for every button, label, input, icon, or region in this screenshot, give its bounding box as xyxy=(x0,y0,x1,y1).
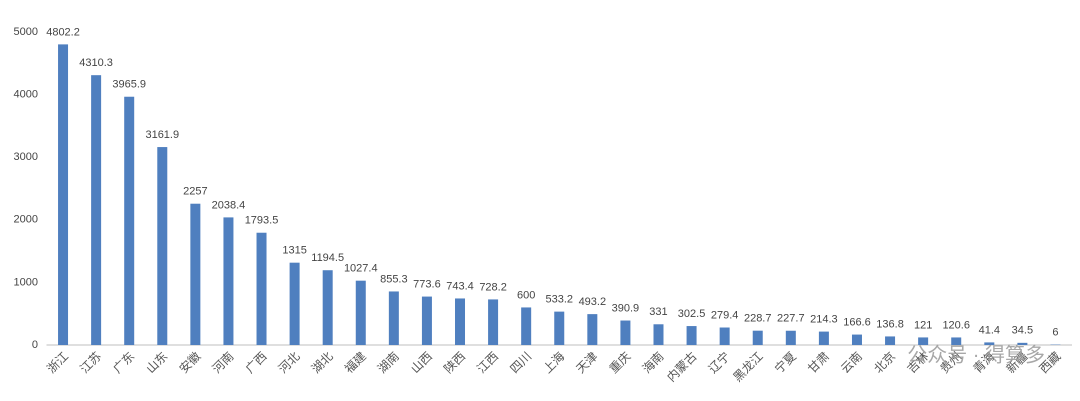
data-label: 34.5 xyxy=(1012,325,1033,337)
data-label: 6 xyxy=(1052,327,1058,339)
data-label: 600 xyxy=(517,289,535,301)
bar xyxy=(554,311,565,345)
data-label: 390.9 xyxy=(612,302,640,314)
data-label: 4802.2 xyxy=(46,26,80,38)
bar xyxy=(885,336,896,345)
data-label: 743.4 xyxy=(446,280,474,292)
data-label: 773.6 xyxy=(413,278,441,290)
bar xyxy=(388,291,399,345)
bar xyxy=(719,327,730,345)
bar xyxy=(256,232,267,345)
y-tick-label: 1000 xyxy=(14,276,38,288)
bar xyxy=(157,147,168,345)
data-label: 2038.4 xyxy=(212,199,246,211)
data-label: 4310.3 xyxy=(79,57,113,69)
data-label: 1315 xyxy=(282,245,306,257)
bar xyxy=(951,337,962,345)
bar xyxy=(752,330,763,345)
data-label: 166.6 xyxy=(843,316,871,328)
data-label: 121 xyxy=(914,319,932,331)
bar xyxy=(785,330,796,345)
data-label: 279.4 xyxy=(711,309,739,321)
data-label: 214.3 xyxy=(810,313,838,325)
bar xyxy=(124,96,135,346)
bar xyxy=(851,334,862,345)
bar xyxy=(587,314,598,345)
data-label: 533.2 xyxy=(545,294,573,306)
y-tick-label: 4000 xyxy=(14,89,38,101)
data-label: 1027.4 xyxy=(344,263,378,275)
bar xyxy=(521,307,532,345)
bar xyxy=(58,44,69,346)
bar xyxy=(190,203,201,345)
y-tick-label: 2000 xyxy=(14,214,38,226)
data-label: 3965.9 xyxy=(112,79,146,91)
bar xyxy=(918,337,929,345)
bar xyxy=(91,75,102,345)
data-label: 228.7 xyxy=(744,313,772,325)
bar xyxy=(1017,342,1028,345)
data-label: 302.5 xyxy=(678,308,706,320)
bar xyxy=(421,296,432,345)
data-label: 2257 xyxy=(183,186,207,198)
bar xyxy=(355,280,366,345)
data-label: 728.2 xyxy=(479,281,507,293)
bar xyxy=(653,324,664,345)
data-label: 331 xyxy=(649,306,667,318)
data-label: 1793.5 xyxy=(245,215,279,227)
data-label: 120.6 xyxy=(942,319,970,331)
y-tick-label: 3000 xyxy=(14,151,38,163)
bar xyxy=(455,298,466,345)
bar xyxy=(322,270,333,345)
y-tick-label: 0 xyxy=(32,339,38,351)
data-label: 227.7 xyxy=(777,313,805,325)
bar xyxy=(620,320,631,345)
data-label: 41.4 xyxy=(979,324,1000,336)
data-label: 855.3 xyxy=(380,273,408,285)
bar xyxy=(818,331,829,345)
bar xyxy=(488,299,499,345)
data-label: 136.8 xyxy=(876,318,904,330)
bar xyxy=(686,326,697,345)
y-tick-label: 5000 xyxy=(14,26,38,38)
bar xyxy=(984,342,995,345)
data-label: 3161.9 xyxy=(145,129,179,141)
watermark: 公众号 · 得算多 xyxy=(907,343,1045,366)
data-label: 1194.5 xyxy=(311,252,344,264)
bar xyxy=(289,262,300,345)
data-label: 493.2 xyxy=(579,296,607,308)
bar xyxy=(223,217,234,345)
